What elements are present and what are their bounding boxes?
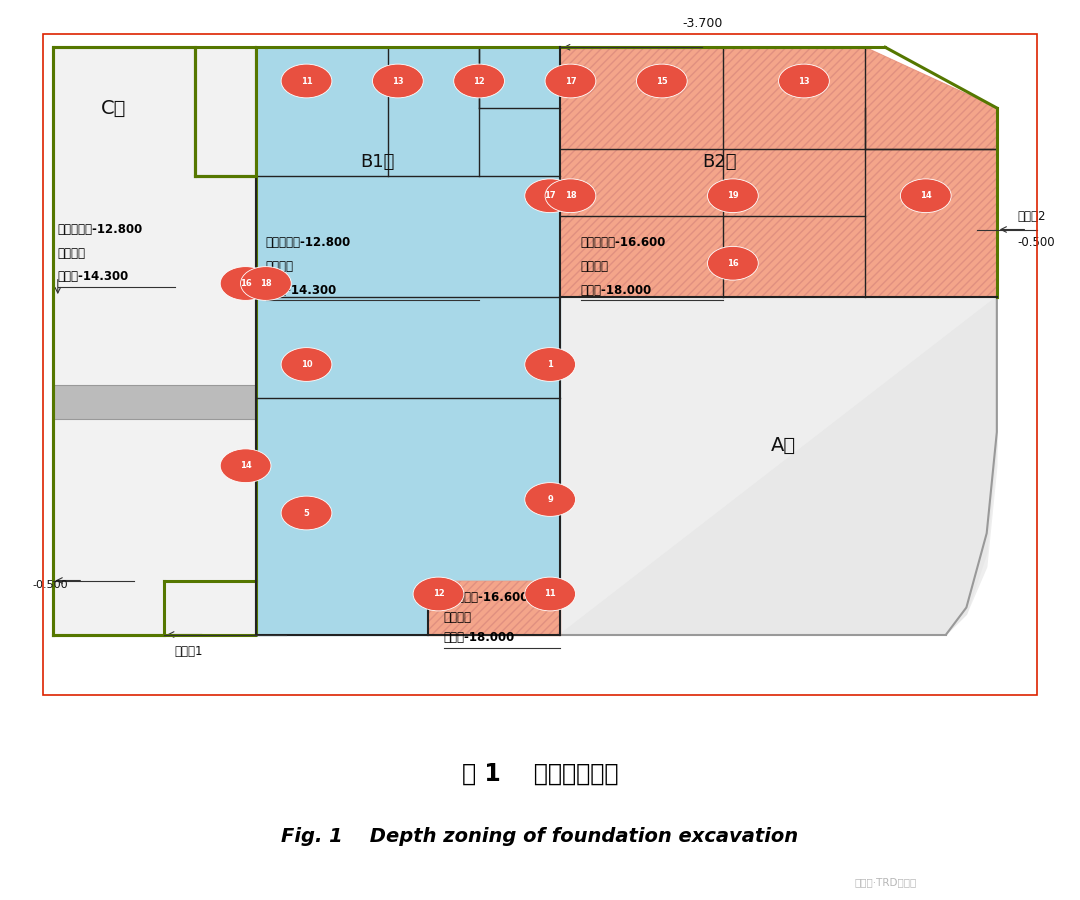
Text: 底板面标高-16.600: 底板面标高-16.600 — [444, 591, 529, 604]
Circle shape — [220, 266, 271, 301]
Circle shape — [525, 347, 576, 382]
Text: 17: 17 — [565, 76, 577, 86]
Text: 底板面标高-16.600: 底板面标高-16.600 — [581, 237, 666, 249]
Text: 图 1    基坑深度分区: 图 1 基坑深度分区 — [462, 762, 618, 786]
Text: 底标高-14.300: 底标高-14.300 — [58, 270, 129, 284]
Circle shape — [636, 64, 687, 98]
Circle shape — [525, 482, 576, 517]
Bar — [53, 385, 256, 418]
Circle shape — [707, 247, 758, 280]
Text: 17: 17 — [544, 192, 556, 201]
Text: B2区: B2区 — [702, 153, 737, 171]
Text: 16: 16 — [240, 279, 252, 288]
Text: 12: 12 — [473, 76, 485, 86]
Text: 底板垫层: 底板垫层 — [581, 260, 609, 273]
Circle shape — [525, 179, 576, 212]
Circle shape — [779, 64, 829, 98]
Text: -0.500: -0.500 — [32, 580, 68, 590]
Text: 底板垫层: 底板垫层 — [266, 260, 294, 273]
Text: 9: 9 — [548, 495, 553, 504]
Text: 18: 18 — [565, 192, 577, 201]
Circle shape — [413, 577, 464, 611]
Text: 公众号·TRD工法网: 公众号·TRD工法网 — [854, 877, 917, 887]
Text: B1区: B1区 — [361, 153, 395, 171]
Circle shape — [281, 496, 332, 530]
Text: -0.500: -0.500 — [1017, 237, 1055, 249]
Text: 14: 14 — [240, 461, 252, 470]
Text: 11: 11 — [300, 76, 312, 86]
Circle shape — [901, 179, 951, 212]
Text: 底标高-14.300: 底标高-14.300 — [266, 284, 337, 297]
Polygon shape — [256, 47, 561, 580]
Circle shape — [281, 347, 332, 382]
Text: 出土口1: 出土口1 — [175, 645, 203, 658]
Text: 底板面标高-12.800: 底板面标高-12.800 — [266, 237, 351, 249]
Circle shape — [525, 577, 576, 611]
Polygon shape — [194, 47, 256, 176]
Circle shape — [241, 266, 292, 301]
Text: 13: 13 — [392, 76, 404, 86]
Polygon shape — [256, 580, 429, 634]
Text: 12: 12 — [433, 590, 444, 598]
Circle shape — [220, 449, 271, 482]
Text: 14: 14 — [920, 192, 932, 201]
Text: 底板垫层: 底板垫层 — [58, 247, 85, 259]
Text: 底板面标高-12.800: 底板面标高-12.800 — [58, 223, 143, 236]
Text: 16: 16 — [727, 259, 739, 268]
Text: 出土口2: 出土口2 — [1017, 210, 1045, 222]
Text: 底标高-18.000: 底标高-18.000 — [444, 632, 515, 644]
Polygon shape — [561, 297, 997, 634]
Polygon shape — [53, 47, 256, 634]
Circle shape — [545, 179, 596, 212]
Text: A区: A区 — [771, 436, 796, 455]
Text: 13: 13 — [798, 76, 810, 86]
Text: 15: 15 — [656, 76, 667, 86]
Circle shape — [707, 179, 758, 212]
Text: 底标高-18.000: 底标高-18.000 — [581, 284, 652, 297]
Text: 1: 1 — [548, 360, 553, 369]
Text: C区: C区 — [100, 98, 126, 118]
Text: 10: 10 — [300, 360, 312, 369]
Circle shape — [454, 64, 504, 98]
Text: Fig. 1    Depth zoning of foundation excavation: Fig. 1 Depth zoning of foundation excava… — [282, 827, 798, 847]
Text: 5: 5 — [303, 508, 310, 518]
Polygon shape — [561, 297, 997, 634]
Circle shape — [373, 64, 423, 98]
Text: 11: 11 — [544, 590, 556, 598]
Polygon shape — [561, 47, 997, 297]
Text: -3.700: -3.700 — [683, 17, 723, 31]
Circle shape — [281, 64, 332, 98]
Circle shape — [545, 64, 596, 98]
Text: 18: 18 — [260, 279, 272, 288]
Polygon shape — [429, 580, 561, 634]
Text: 底板垫层: 底板垫层 — [444, 611, 472, 624]
Text: 19: 19 — [727, 192, 739, 201]
